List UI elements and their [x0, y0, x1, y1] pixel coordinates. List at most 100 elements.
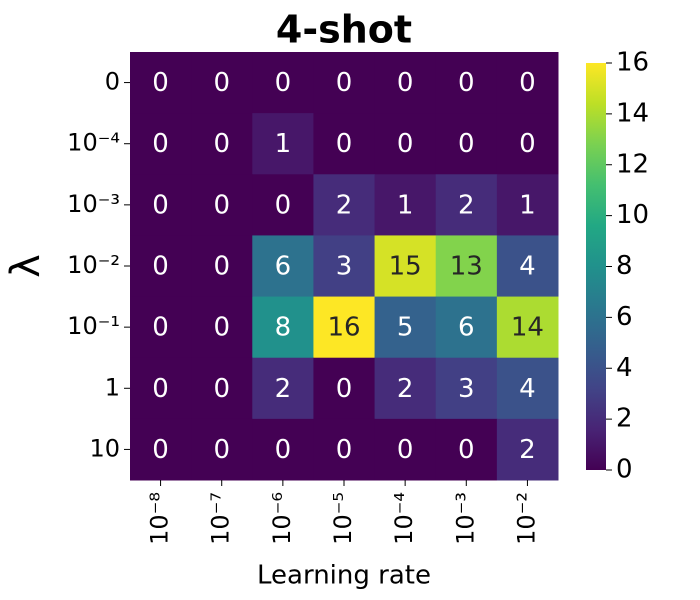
heatmap-cell	[435, 418, 498, 481]
cell-label: 1	[275, 129, 292, 159]
x-tick-label: 10⁻⁴	[390, 492, 418, 545]
y-tick-label: 0	[105, 68, 120, 96]
heatmap-cell	[374, 52, 437, 114]
colorbar-tick-label: 12	[616, 149, 649, 179]
x-axis-label: Learning rate	[257, 561, 431, 591]
heatmap-cell	[496, 296, 559, 359]
x-tick-label: 10⁻³	[451, 492, 479, 545]
heatmap-cell	[374, 357, 437, 420]
cell-label: 0	[213, 374, 230, 404]
heatmap-cell	[191, 174, 253, 236]
cell-label: 0	[275, 68, 292, 98]
x-tick-label: 10⁻²	[512, 492, 540, 545]
heatmap-cell	[252, 174, 314, 236]
cell-label: 2	[275, 374, 292, 404]
x-tick-label: 10⁻⁸	[146, 492, 174, 545]
cell-label: 0	[152, 435, 169, 465]
y-tick-label: 10⁻¹	[67, 312, 120, 340]
heatmap-cell	[130, 52, 192, 114]
heatmap-cell	[374, 113, 437, 175]
cell-label: 3	[336, 252, 353, 282]
cell-label: 5	[397, 313, 414, 343]
cell-label: 0	[397, 129, 414, 159]
cell-label: 0	[397, 68, 414, 98]
colorbar-tick-label: 2	[616, 404, 633, 434]
cell-label: 15	[389, 252, 422, 282]
cell-label: 2	[336, 190, 353, 220]
heatmap-cell	[130, 113, 192, 175]
heatmap-cell	[435, 296, 498, 359]
cell-label: 2	[397, 374, 414, 404]
heatmap-cell	[374, 418, 437, 481]
colorbar-tick-label: 10	[616, 200, 649, 230]
cell-label: 16	[327, 313, 360, 343]
heatmap-cell	[252, 113, 314, 175]
y-tick-label: 10⁻²	[67, 251, 120, 279]
heatmap-cell	[191, 113, 253, 175]
cell-label: 0	[213, 129, 230, 159]
colorbar	[586, 63, 606, 470]
heatmap-cell	[374, 174, 437, 236]
cell-label: 0	[152, 252, 169, 282]
cell-label: 2	[458, 190, 475, 220]
heatmap-cell	[435, 357, 498, 420]
cell-label: 6	[275, 252, 292, 282]
cell-label: 0	[152, 129, 169, 159]
y-tick-label: 10	[89, 434, 120, 462]
heatmap-cell	[374, 296, 437, 359]
heatmap-cell	[313, 113, 376, 175]
colorbar-tick-label: 4	[616, 353, 633, 383]
heatmap-cell	[496, 357, 559, 420]
cell-label: 13	[450, 252, 483, 282]
cell-label: 0	[213, 190, 230, 220]
heatmap-cell	[496, 113, 559, 175]
colorbar-tick-label: 0	[616, 455, 633, 485]
cell-label: 0	[152, 374, 169, 404]
y-tick-label: 10⁻⁴	[67, 129, 120, 157]
heatmap-cell	[252, 296, 314, 359]
colorbar-tick-label: 6	[616, 302, 633, 332]
heatmap-cell	[313, 357, 376, 420]
cell-label: 0	[336, 374, 353, 404]
cell-label: 0	[519, 129, 536, 159]
heatmap-cell	[313, 174, 376, 236]
heatmap-cell	[191, 418, 253, 481]
heatmap-cell	[191, 52, 253, 114]
cell-label: 6	[458, 313, 475, 343]
heatmap-cell	[435, 235, 498, 298]
heatmap-cell	[191, 357, 253, 420]
chart-title: 4-shot	[276, 8, 412, 52]
cell-label: 0	[519, 68, 536, 98]
cell-label: 0	[336, 129, 353, 159]
y-tick-label: 10⁻³	[67, 190, 120, 218]
heatmap-cell	[496, 418, 559, 481]
heatmap-cell	[435, 113, 498, 175]
colorbar-tick-label: 16	[616, 48, 649, 78]
heatmap-cell	[252, 418, 314, 481]
heatmap-cell	[496, 174, 559, 236]
heatmap-cell	[313, 52, 376, 114]
heatmap-cell	[130, 174, 192, 236]
heatmap-cell	[252, 52, 314, 114]
cell-label: 0	[458, 129, 475, 159]
cell-label: 1	[397, 190, 414, 220]
cell-label: 4	[519, 374, 536, 404]
cell-label: 0	[213, 252, 230, 282]
cell-label: 0	[458, 435, 475, 465]
x-tick-label: 10⁻⁶	[268, 492, 296, 545]
cell-label: 0	[152, 68, 169, 98]
cell-label: 4	[519, 252, 536, 282]
cell-label: 0	[213, 68, 230, 98]
heatmap-cell	[313, 296, 376, 359]
heatmap-cell	[252, 357, 314, 420]
heatmap-cell	[435, 52, 498, 114]
heatmap-cell	[374, 235, 437, 298]
cell-label: 3	[458, 374, 475, 404]
heatmap-cell	[130, 357, 192, 420]
cell-label: 0	[275, 435, 292, 465]
cell-label: 0	[397, 435, 414, 465]
cell-label: 0	[213, 435, 230, 465]
heatmap-cell	[130, 418, 192, 481]
cell-label: 0	[152, 190, 169, 220]
